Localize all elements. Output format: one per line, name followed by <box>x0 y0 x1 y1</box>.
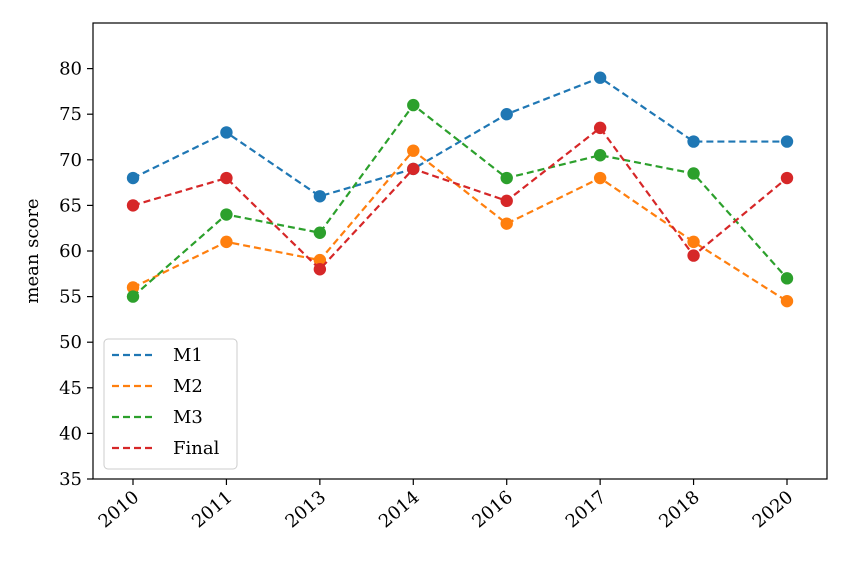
data-point <box>687 235 700 249</box>
legend-label: M3 <box>173 407 203 428</box>
data-point <box>687 249 700 262</box>
data-point <box>500 108 513 121</box>
x-tick-label: 2020 <box>749 487 798 533</box>
data-point <box>593 121 607 135</box>
series-m3 <box>126 98 794 303</box>
data-point <box>313 253 327 267</box>
series-m1 <box>126 71 794 203</box>
x-tick-label: 2013 <box>281 487 330 533</box>
data-point <box>220 171 233 185</box>
data-point <box>220 235 233 249</box>
y-tick-label: 60 <box>59 241 82 262</box>
data-point <box>313 190 327 203</box>
data-point <box>687 135 700 148</box>
data-point <box>780 294 794 308</box>
data-point <box>313 226 327 239</box>
legend-box <box>103 338 238 470</box>
data-point <box>687 167 700 180</box>
data-point <box>407 162 420 176</box>
legend-label: M1 <box>173 345 203 366</box>
series-line <box>132 126 788 271</box>
y-tick-label: 35 <box>59 469 82 490</box>
data-point <box>220 126 233 139</box>
data-point <box>780 272 794 285</box>
legend-label: M2 <box>173 376 203 397</box>
x-tick-label: 2010 <box>95 487 144 533</box>
series-line <box>132 149 788 303</box>
y-tick-label: 40 <box>59 423 82 444</box>
series-line <box>132 76 787 198</box>
y-tick-label: 70 <box>59 150 82 171</box>
series-line <box>132 103 788 298</box>
data-point <box>500 171 513 185</box>
x-tick-label: 2016 <box>468 487 517 533</box>
data-point <box>593 71 607 84</box>
data-point <box>126 281 140 294</box>
series-m2 <box>126 144 794 308</box>
data-point <box>126 290 140 303</box>
y-axis: 35 40 45 50 55 60 65 70 75 80 <box>59 59 93 490</box>
data-point <box>407 98 420 112</box>
data-point <box>780 135 794 148</box>
legend: M1 M2 M3 Final <box>103 338 238 470</box>
y-tick-label: 45 <box>59 378 82 399</box>
x-tick-label: 2018 <box>655 487 704 533</box>
data-point <box>126 199 140 212</box>
data-point <box>593 149 607 162</box>
data-point <box>220 208 233 221</box>
y-tick-label: 50 <box>59 332 82 353</box>
x-tick-label: 2011 <box>188 487 237 533</box>
x-tick-label: 2014 <box>375 487 424 533</box>
data-point <box>593 171 607 185</box>
legend-label: Final <box>173 438 220 459</box>
series-final <box>126 121 794 276</box>
y-tick-label: 75 <box>59 104 82 125</box>
data-point <box>126 171 140 185</box>
x-axis: 2010 2011 2013 2014 2016 2017 2018 2020 <box>95 479 798 533</box>
data-point <box>500 217 513 230</box>
data-point <box>780 171 794 185</box>
data-point <box>313 263 327 276</box>
data-point <box>407 144 420 157</box>
x-tick-label: 2017 <box>562 487 611 533</box>
y-tick-label: 65 <box>59 195 82 216</box>
series-layer <box>126 71 794 308</box>
y-tick-label: 80 <box>59 59 82 80</box>
data-point <box>500 194 513 208</box>
y-tick-label: 55 <box>59 287 82 308</box>
y-axis-title: mean score <box>22 198 43 303</box>
